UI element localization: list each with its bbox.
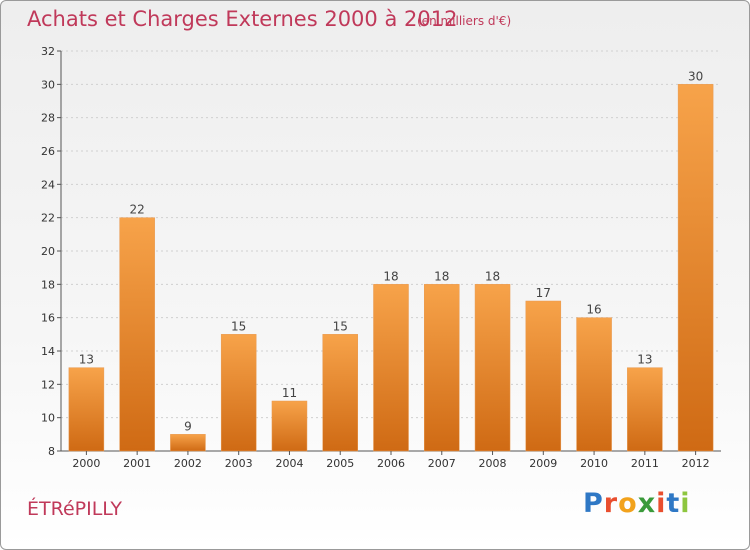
- bar: [373, 284, 409, 452]
- data-label: 30: [688, 69, 703, 83]
- y-tick-label: 30: [41, 78, 55, 91]
- chart-unit: (en milliers d'€): [417, 14, 512, 28]
- x-tick-label: 2006: [377, 457, 405, 470]
- bar: [119, 217, 155, 452]
- data-label: 16: [586, 303, 601, 317]
- x-tick-label: 2003: [225, 457, 253, 470]
- data-label: 15: [333, 319, 348, 333]
- y-tick-label: 18: [41, 278, 55, 291]
- x-tick-label: 2002: [174, 457, 202, 470]
- x-tick-label: 2008: [479, 457, 507, 470]
- logo-letter: o: [618, 488, 638, 519]
- logo-letter: r: [603, 488, 619, 519]
- bar: [170, 434, 206, 452]
- y-tick-label: 22: [41, 212, 55, 225]
- y-tick-label: 26: [41, 145, 55, 158]
- proxiti-logo: Proxiti: [583, 488, 691, 519]
- logo-letter: t: [666, 488, 681, 519]
- logo-letter: i: [680, 488, 691, 519]
- y-tick-label: 24: [41, 178, 55, 191]
- y-tick-label: 28: [41, 112, 55, 125]
- y-tick-label: 14: [41, 345, 55, 358]
- bar: [525, 300, 562, 452]
- x-tick-label: 2012: [682, 457, 710, 470]
- data-label: 13: [637, 353, 652, 367]
- bar: [424, 284, 460, 452]
- logo-letter: x: [637, 488, 657, 519]
- x-tick-label: 2001: [123, 457, 151, 470]
- data-label: 18: [383, 269, 398, 283]
- logo-letter: i: [656, 488, 667, 519]
- bar: [220, 334, 257, 452]
- data-label: 17: [536, 286, 551, 300]
- x-tick-label: 2005: [326, 457, 354, 470]
- data-label: 22: [130, 203, 145, 217]
- bar: [627, 367, 663, 452]
- y-tick-label: 12: [41, 378, 55, 391]
- commune-name: ÉTRéPILLY: [27, 498, 122, 520]
- x-tick-label: 2010: [580, 457, 608, 470]
- data-label: 18: [485, 269, 500, 283]
- bar: [474, 284, 511, 452]
- data-label: 15: [231, 319, 246, 333]
- bar: [576, 317, 612, 452]
- x-tick-label: 2004: [275, 457, 303, 470]
- y-tick-label: 20: [41, 245, 55, 258]
- data-label: 9: [184, 419, 192, 433]
- y-tick-label: 10: [41, 412, 55, 425]
- x-tick-label: 2007: [428, 457, 456, 470]
- y-tick-label: 8: [48, 445, 55, 458]
- bar: [68, 367, 105, 452]
- bar: [322, 334, 358, 452]
- x-tick-label: 2011: [631, 457, 659, 470]
- bar: [677, 84, 714, 452]
- bar: [271, 400, 308, 452]
- x-tick-label: 2009: [529, 457, 557, 470]
- logo-letter: P: [583, 488, 604, 519]
- y-tick-label: 16: [41, 312, 55, 325]
- x-tick-label: 2000: [72, 457, 100, 470]
- data-label: 18: [434, 269, 449, 283]
- y-tick-label: 32: [41, 45, 55, 58]
- data-label: 11: [282, 386, 297, 400]
- chart-title: Achats et Charges Externes 2000 à 2012: [27, 7, 458, 31]
- data-label: 13: [79, 353, 94, 367]
